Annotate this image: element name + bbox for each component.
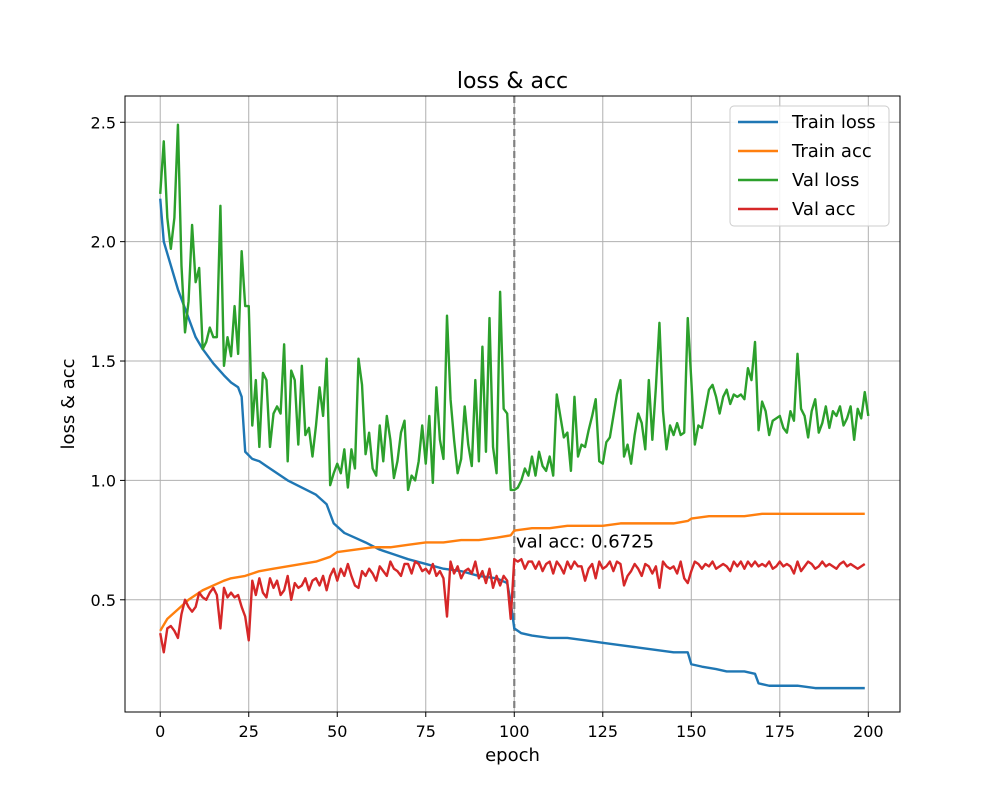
y-tick-label: 0.5 <box>91 591 116 610</box>
legend: Train loss Train acc Val loss Val acc <box>729 105 890 227</box>
y-tick-label: 2.0 <box>91 233 116 252</box>
legend-label: Val acc <box>792 199 856 220</box>
x-tick-label: 150 <box>676 722 707 741</box>
y-tick-label: 1.0 <box>91 471 116 490</box>
x-tick-label: 125 <box>588 722 619 741</box>
x-axis-ticks: 0 25 50 75 100 125 150 175 200 <box>155 712 884 741</box>
y-tick-label: 2.5 <box>91 113 116 132</box>
x-tick-label: 50 <box>327 722 347 741</box>
series-line-train-loss <box>159 198 865 690</box>
legend-box <box>729 105 890 227</box>
x-tick-label: 175 <box>765 722 796 741</box>
legend-label: Train loss <box>791 112 876 133</box>
val-acc-annotation: val acc: 0.6725 <box>516 531 654 552</box>
series-line-val-loss <box>159 123 870 492</box>
legend-label: Val loss <box>792 170 859 191</box>
x-tick-label: 0 <box>155 722 165 741</box>
plot-frame <box>124 95 901 713</box>
series-layer <box>159 123 870 690</box>
series-line-val-acc <box>159 557 866 654</box>
chart-title: loss & acc <box>457 69 568 94</box>
x-tick-label: 75 <box>416 722 436 741</box>
x-tick-label: 25 <box>239 722 259 741</box>
series-line-train-acc <box>159 512 865 632</box>
y-axis-label: loss & acc <box>58 358 79 449</box>
x-tick-label: 200 <box>853 722 884 741</box>
y-tick-label: 1.5 <box>91 352 116 371</box>
x-tick-label: 100 <box>499 722 530 741</box>
legend-label: Train acc <box>791 141 872 162</box>
y-axis-ticks: 0.5 1.0 1.5 2.0 2.5 <box>91 113 125 610</box>
x-axis-label: epoch <box>485 745 540 766</box>
